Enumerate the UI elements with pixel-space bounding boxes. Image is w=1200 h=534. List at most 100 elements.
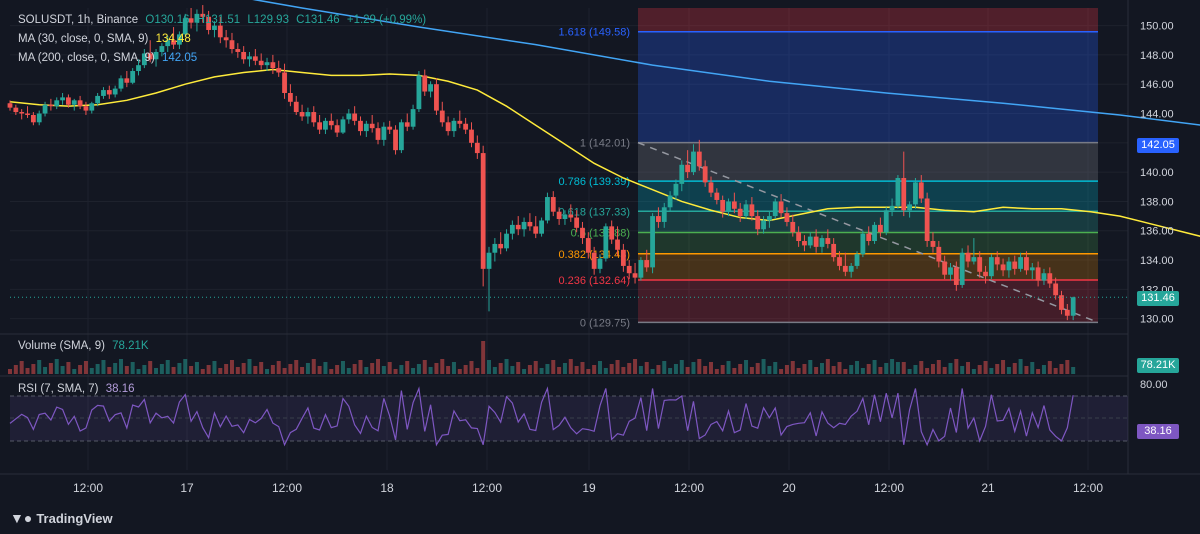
ma200-legend[interactable]: MA (200, close, 0, SMA, 9) 142.05 xyxy=(18,51,201,66)
candle-body xyxy=(784,213,790,222)
candle-body xyxy=(1024,257,1029,271)
volume-bar xyxy=(732,368,737,374)
volume-bar xyxy=(101,360,106,374)
candle-body xyxy=(720,199,726,212)
candle-body xyxy=(229,40,235,50)
volume-bar xyxy=(253,366,258,374)
volume-bar xyxy=(270,365,275,374)
volume-bar xyxy=(247,359,252,374)
candle-body xyxy=(422,75,428,92)
symbol-title: SOLUSDT, 1h, Binance xyxy=(18,14,139,26)
candle-body xyxy=(492,243,498,253)
candle-body xyxy=(369,123,375,129)
volume-bar xyxy=(183,359,188,374)
rsi-value: 38.16 xyxy=(105,383,135,395)
ma30-value: 134.48 xyxy=(155,33,191,45)
candle-body xyxy=(147,53,153,60)
candle-body xyxy=(737,208,743,217)
volume-bar xyxy=(83,361,88,374)
price-tick-label: 130.00 xyxy=(1140,314,1174,326)
volume-bar xyxy=(43,367,48,374)
candle-body xyxy=(504,233,509,249)
ohlc-low: L129.93 xyxy=(247,14,289,26)
volume-bar xyxy=(954,359,959,374)
volume-bar xyxy=(989,368,994,374)
candle-body xyxy=(813,236,819,247)
volume-bar xyxy=(475,368,480,374)
volume-bar xyxy=(504,359,509,374)
tradingview-icon: ▼● xyxy=(10,510,33,526)
rsi-legend[interactable]: RSI (7, SMA, 7) 38.16 xyxy=(18,382,139,397)
volume-bar xyxy=(679,360,684,374)
candle-body xyxy=(118,78,124,89)
volume-bar xyxy=(749,367,754,374)
volume-bar xyxy=(1018,359,1023,374)
candle-body xyxy=(112,88,118,95)
volume-bar xyxy=(1036,369,1041,374)
candle-body xyxy=(1029,267,1035,271)
candle-body xyxy=(895,177,901,206)
candle-body xyxy=(790,221,796,233)
rsi-label: RSI (7, SMA, 7) xyxy=(18,383,99,395)
volume-bar xyxy=(212,361,217,374)
candle-body xyxy=(667,195,673,208)
volume-bar xyxy=(580,362,585,374)
volume-bar xyxy=(855,361,860,374)
candle-body xyxy=(83,106,89,111)
candle-body xyxy=(848,265,854,272)
volume-bar xyxy=(802,364,807,374)
volume-bar xyxy=(229,360,234,374)
candle-body xyxy=(661,207,667,222)
volume-bar xyxy=(644,362,649,374)
volume-bar xyxy=(463,365,468,374)
candle-body xyxy=(439,110,445,123)
volume-bar xyxy=(171,367,176,374)
volume-legend[interactable]: Volume (SMA, 9) 78.21K xyxy=(18,339,153,354)
candle-body xyxy=(498,243,504,249)
fib-zone xyxy=(638,31,1098,143)
fib-level-label: 0 (129.75) xyxy=(580,317,630,329)
ma30-label: MA (30, close, 0, SMA, 9) xyxy=(18,33,149,45)
fib-zone xyxy=(638,279,1098,323)
candle-body xyxy=(650,216,655,268)
candle-body xyxy=(1064,309,1070,316)
volume-bar xyxy=(668,368,673,374)
time-tick-label: 21 xyxy=(981,481,995,495)
candle-body xyxy=(842,265,848,272)
volume-bar xyxy=(621,367,626,374)
candle-body xyxy=(136,65,141,72)
volume-bar xyxy=(831,366,836,374)
volume-bar xyxy=(118,359,123,374)
volume-bar xyxy=(808,360,813,374)
volume-bar xyxy=(907,369,912,374)
volume-bar xyxy=(78,365,83,374)
tradingview-logo[interactable]: ▼● TradingView xyxy=(10,510,113,526)
candle-body xyxy=(761,220,766,230)
volume-bar xyxy=(884,363,889,374)
volume-bar xyxy=(224,364,229,374)
candle-body xyxy=(182,18,188,35)
candle-body xyxy=(1041,273,1047,281)
candle-body xyxy=(340,119,346,133)
volume-bar xyxy=(779,369,784,374)
volume-bar xyxy=(66,362,71,374)
time-tick-label: 12:00 xyxy=(73,481,103,495)
volume-bar xyxy=(8,369,12,374)
volume-bar xyxy=(148,361,153,374)
candle-body xyxy=(241,51,247,60)
candle-body xyxy=(1012,261,1018,269)
candle-body xyxy=(282,72,287,93)
volume-bar xyxy=(708,362,713,374)
rsi-line xyxy=(9,386,1074,447)
candle-body xyxy=(445,122,451,132)
candle-body xyxy=(323,120,328,130)
candle-body xyxy=(965,252,971,262)
volume-bar xyxy=(428,367,433,374)
ma30-legend[interactable]: MA (30, close, 0, SMA, 9) 134.48 xyxy=(18,32,195,47)
candle-body xyxy=(89,103,95,111)
candle-body xyxy=(726,201,731,212)
price-tick-label: 148.00 xyxy=(1140,50,1174,62)
candle-body xyxy=(36,113,42,123)
volume-bar xyxy=(755,363,760,374)
